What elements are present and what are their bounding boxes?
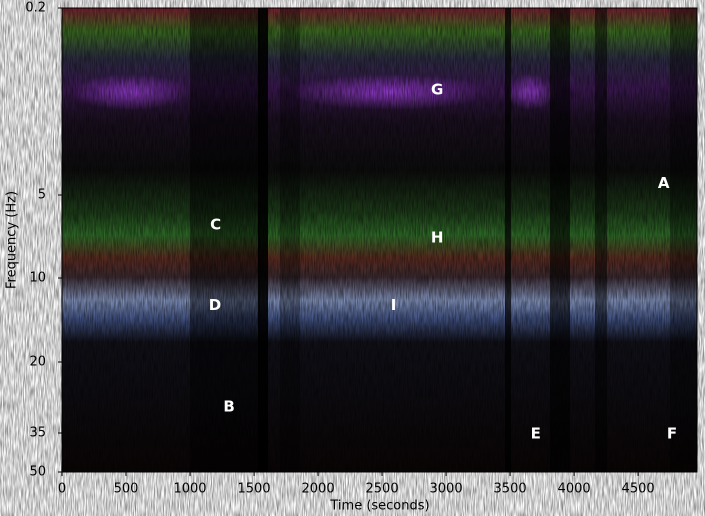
plot-frame [61,7,698,473]
x-tick-label: 3500 [494,482,527,497]
x-tick-label: 500 [114,482,139,497]
annotation: I [391,296,397,314]
x-tick-label: 1000 [173,482,206,497]
y-tick-label: 5 [38,188,46,203]
x-axis-title: Time (seconds) [329,499,429,514]
x-tick-label: 2500 [366,482,399,497]
annotation: A [658,174,670,192]
x-tick-label: 0 [58,482,66,497]
x-tick-label: 4000 [558,482,591,497]
annotation: C [210,215,221,233]
y-tick-label: 35 [29,426,46,441]
y-tick-label: 10 [29,271,46,286]
x-tick-label: 3000 [430,482,463,497]
spectrogram-image [62,8,697,472]
annotation: B [223,397,234,415]
annotation: G [431,80,443,98]
y-tick-label: 50 [29,465,46,480]
annotation: H [431,229,444,247]
x-tick-label: 4500 [622,482,655,497]
y-axis-title: Frequency (Hz) [5,191,20,289]
x-tick-label: 1500 [237,482,270,497]
annotation: D [209,296,221,314]
y-tick-label: 0.2 [25,1,46,16]
annotation: F [667,424,677,442]
y-tick-label: 20 [29,355,46,370]
x-tick-label: 2000 [302,482,335,497]
annotation: E [531,424,541,442]
